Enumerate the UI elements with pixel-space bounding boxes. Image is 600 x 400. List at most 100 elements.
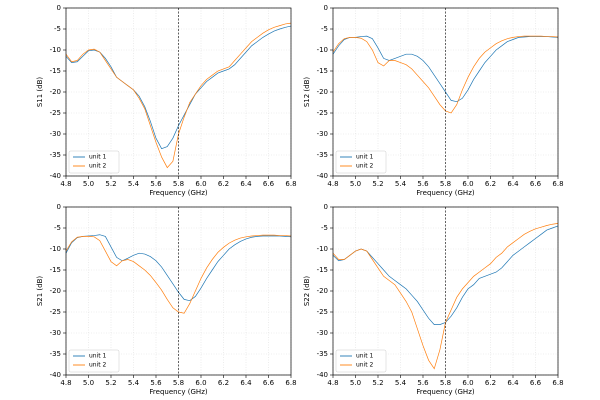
y-tick-label: -25 bbox=[317, 109, 328, 117]
y-axis-label: S12 (dB) bbox=[303, 77, 311, 108]
y-tick-label: 0 bbox=[324, 203, 328, 211]
y-tick-label: -15 bbox=[317, 67, 328, 75]
y-tick-label: -10 bbox=[317, 245, 328, 253]
y-tick-label: -15 bbox=[317, 266, 328, 274]
x-tick-label: 4.8 bbox=[60, 180, 71, 188]
legend-box bbox=[335, 349, 387, 373]
y-tick-label: 0 bbox=[57, 4, 61, 12]
legend-label: unit 1 bbox=[89, 353, 107, 360]
y-tick-label: -5 bbox=[54, 224, 61, 232]
y-tick-label: -35 bbox=[50, 350, 61, 358]
y-tick-label: -20 bbox=[317, 88, 328, 96]
plot-frame bbox=[65, 7, 292, 177]
x-tick-label: 5.4 bbox=[128, 180, 140, 188]
legend-box bbox=[68, 349, 120, 373]
y-tick-label: -10 bbox=[50, 245, 61, 253]
y-tick-label: -10 bbox=[50, 46, 61, 54]
y-tick-label: -5 bbox=[321, 25, 328, 33]
legend-label: unit 2 bbox=[356, 362, 374, 369]
x-tick-label: 5.0 bbox=[83, 180, 94, 188]
y-axis-label: S22 (dB) bbox=[303, 276, 311, 307]
x-tick-label: 5.8 bbox=[173, 379, 184, 387]
legend-label: unit 2 bbox=[89, 163, 107, 170]
x-tick-label: 5.4 bbox=[395, 379, 407, 387]
x-tick-label: 6.4 bbox=[240, 180, 252, 188]
legend-label: unit 1 bbox=[356, 154, 374, 161]
x-tick-label: 6.6 bbox=[530, 180, 542, 188]
x-tick-label: 6.0 bbox=[195, 180, 206, 188]
x-axis-label: Frequency (GHz) bbox=[149, 189, 207, 197]
y-tick-label: -10 bbox=[317, 46, 328, 54]
plot-frame bbox=[332, 206, 559, 376]
y-tick-label: -20 bbox=[317, 287, 328, 295]
y-tick-label: -5 bbox=[54, 25, 61, 33]
y-axis-label: S21 (dB) bbox=[36, 276, 44, 307]
x-tick-label: 6.6 bbox=[263, 180, 275, 188]
x-tick-label: 4.8 bbox=[327, 379, 338, 387]
y-tick-label: -20 bbox=[50, 88, 61, 96]
plot-frame bbox=[65, 206, 292, 376]
x-tick-label: 5.4 bbox=[128, 379, 140, 387]
y-axis-label: S11 (dB) bbox=[36, 77, 44, 108]
x-tick-label: 6.2 bbox=[218, 379, 229, 387]
y-tick-label: -30 bbox=[317, 130, 328, 138]
legend-label: unit 1 bbox=[89, 154, 107, 161]
x-tick-label: 5.8 bbox=[440, 379, 451, 387]
x-tick-label: 5.6 bbox=[417, 180, 429, 188]
y-tick-label: 0 bbox=[57, 203, 61, 211]
y-tick-label: -40 bbox=[317, 371, 328, 379]
y-tick-label: -25 bbox=[317, 308, 328, 316]
legend-label: unit 1 bbox=[356, 353, 374, 360]
x-tick-label: 5.4 bbox=[395, 180, 407, 188]
x-tick-label: 6.4 bbox=[507, 379, 519, 387]
x-tick-label: 6.4 bbox=[240, 379, 252, 387]
y-tick-label: -40 bbox=[50, 371, 61, 379]
x-tick-label: 6.8 bbox=[285, 379, 296, 387]
y-tick-label: -5 bbox=[321, 224, 328, 232]
y-tick-label: -40 bbox=[50, 172, 61, 180]
x-tick-label: 6.2 bbox=[218, 180, 229, 188]
y-tick-label: -25 bbox=[50, 308, 61, 316]
x-tick-label: 5.2 bbox=[372, 379, 383, 387]
y-tick-label: -30 bbox=[50, 329, 61, 337]
x-tick-label: 4.8 bbox=[60, 379, 71, 387]
x-tick-label: 6.2 bbox=[485, 180, 496, 188]
x-tick-label: 5.8 bbox=[440, 180, 451, 188]
series-line bbox=[65, 25, 292, 150]
y-tick-label: -30 bbox=[50, 130, 61, 138]
legend-label: unit 2 bbox=[89, 362, 107, 369]
x-axis-label: Frequency (GHz) bbox=[149, 388, 207, 396]
x-tick-label: 6.2 bbox=[485, 379, 496, 387]
x-tick-label: 5.6 bbox=[417, 379, 429, 387]
x-axis-label: Frequency (GHz) bbox=[416, 388, 474, 396]
x-tick-label: 5.6 bbox=[150, 379, 162, 387]
x-tick-label: 6.6 bbox=[263, 379, 275, 387]
x-tick-label: 6.4 bbox=[507, 180, 519, 188]
x-tick-label: 5.2 bbox=[105, 180, 116, 188]
legend-label: unit 2 bbox=[356, 163, 374, 170]
legend-box bbox=[335, 150, 387, 174]
x-tick-label: 6.8 bbox=[285, 180, 296, 188]
x-tick-label: 5.8 bbox=[173, 180, 184, 188]
x-tick-label: 5.0 bbox=[83, 379, 94, 387]
y-tick-label: -15 bbox=[50, 67, 61, 75]
x-tick-label: 6.8 bbox=[552, 180, 563, 188]
x-tick-label: 5.6 bbox=[150, 180, 162, 188]
y-tick-label: -35 bbox=[317, 350, 328, 358]
x-tick-label: 5.0 bbox=[350, 379, 361, 387]
x-tick-label: 6.8 bbox=[552, 379, 563, 387]
x-axis-label: Frequency (GHz) bbox=[416, 189, 474, 197]
x-tick-label: 5.2 bbox=[372, 180, 383, 188]
y-tick-label: -25 bbox=[50, 109, 61, 117]
x-tick-label: 6.0 bbox=[195, 379, 206, 387]
legend-box bbox=[68, 150, 120, 174]
x-tick-label: 5.2 bbox=[105, 379, 116, 387]
y-tick-label: -35 bbox=[317, 151, 328, 159]
y-tick-label: 0 bbox=[324, 4, 328, 12]
x-tick-label: 6.6 bbox=[530, 379, 542, 387]
y-tick-label: -15 bbox=[50, 266, 61, 274]
x-tick-label: 4.8 bbox=[327, 180, 338, 188]
y-tick-label: -30 bbox=[317, 329, 328, 337]
y-tick-label: -40 bbox=[317, 172, 328, 180]
